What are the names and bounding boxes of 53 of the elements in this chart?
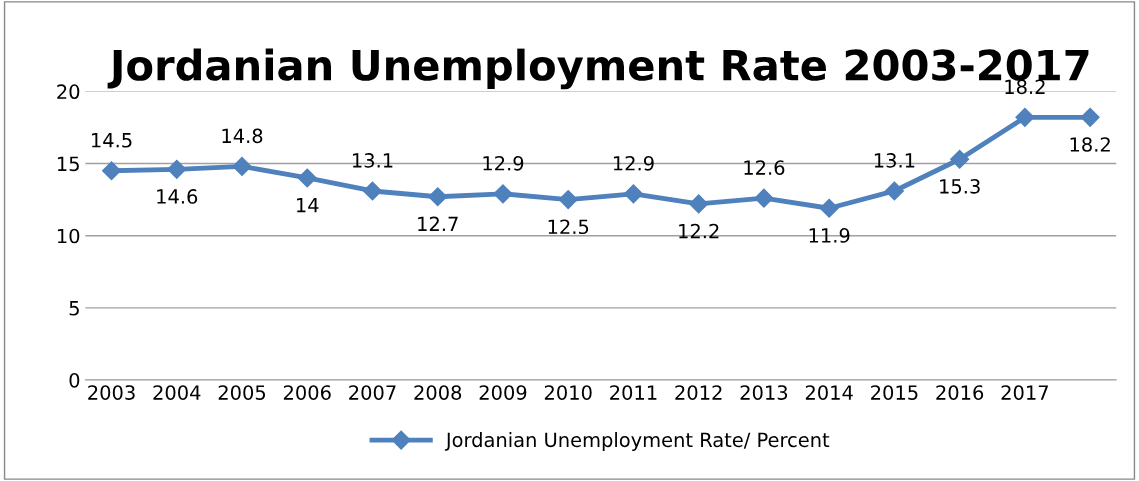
- point: [884, 181, 904, 201]
- point: [689, 194, 709, 214]
- x-tick-label: 2012: [675, 385, 722, 400]
- data-label: 14.5: [92, 133, 132, 148]
- x-tick-label: 2007: [349, 385, 396, 400]
- data-label: 18.2: [1005, 79, 1045, 95]
- data-label: 13.1: [352, 153, 393, 168]
- point: [101, 161, 122, 181]
- point: [297, 168, 317, 188]
- data-label: 13.1: [874, 153, 915, 168]
- x-tick-label: 2013: [740, 385, 788, 400]
- x-tick-label: 2006: [283, 385, 331, 400]
- data-label: 14: [297, 198, 319, 213]
- data-label: 11.9: [809, 228, 850, 243]
- data-label: 15.3: [940, 179, 980, 194]
- point: [232, 156, 252, 176]
- data-label: 12.9: [613, 155, 654, 171]
- data-label: 12.2: [679, 223, 719, 239]
- y-tick-label: 0: [69, 372, 80, 388]
- x-tick-label: 2009: [479, 385, 527, 400]
- x-tick-label: 2010: [544, 385, 592, 400]
- point: [493, 184, 513, 204]
- point: [428, 187, 448, 207]
- y-tick-label: 10: [57, 228, 80, 244]
- x-tick-label: 2014: [805, 385, 853, 400]
- point: [1080, 107, 1100, 127]
- x-tick-label: 2017: [1001, 385, 1048, 400]
- point: [623, 184, 643, 204]
- point: [167, 159, 187, 179]
- point: [754, 188, 774, 208]
- x-tick-label: 2008: [414, 385, 462, 400]
- data-label: 14.8: [222, 128, 263, 144]
- x-tick-label: 2005: [218, 385, 266, 400]
- x-tick-label: 2003: [88, 385, 135, 400]
- point: [950, 149, 970, 169]
- point: [819, 198, 839, 218]
- data-label: 12.5: [548, 219, 589, 235]
- point: [558, 190, 578, 210]
- x-tick-label: 2011: [610, 385, 657, 400]
- data-label: 12.6: [744, 160, 785, 175]
- data-label: 12.7: [418, 216, 458, 231]
- y-tick-label: 5: [69, 301, 79, 316]
- data-label: 18.2: [1070, 137, 1110, 152]
- data-label: 12.9: [483, 155, 524, 171]
- point: [1015, 107, 1035, 127]
- x-tick-label: 2004: [153, 385, 201, 400]
- x-tick-label: 2016: [936, 385, 984, 400]
- legend-label: Jordanian Unemployment Rate/ Percent: [444, 432, 830, 451]
- point: [362, 181, 383, 201]
- data-label: 14.6: [157, 189, 198, 204]
- x-tick-label: 2015: [871, 385, 918, 400]
- y-tick-label: 20: [57, 84, 80, 100]
- y-tick-label: 15: [57, 156, 79, 172]
